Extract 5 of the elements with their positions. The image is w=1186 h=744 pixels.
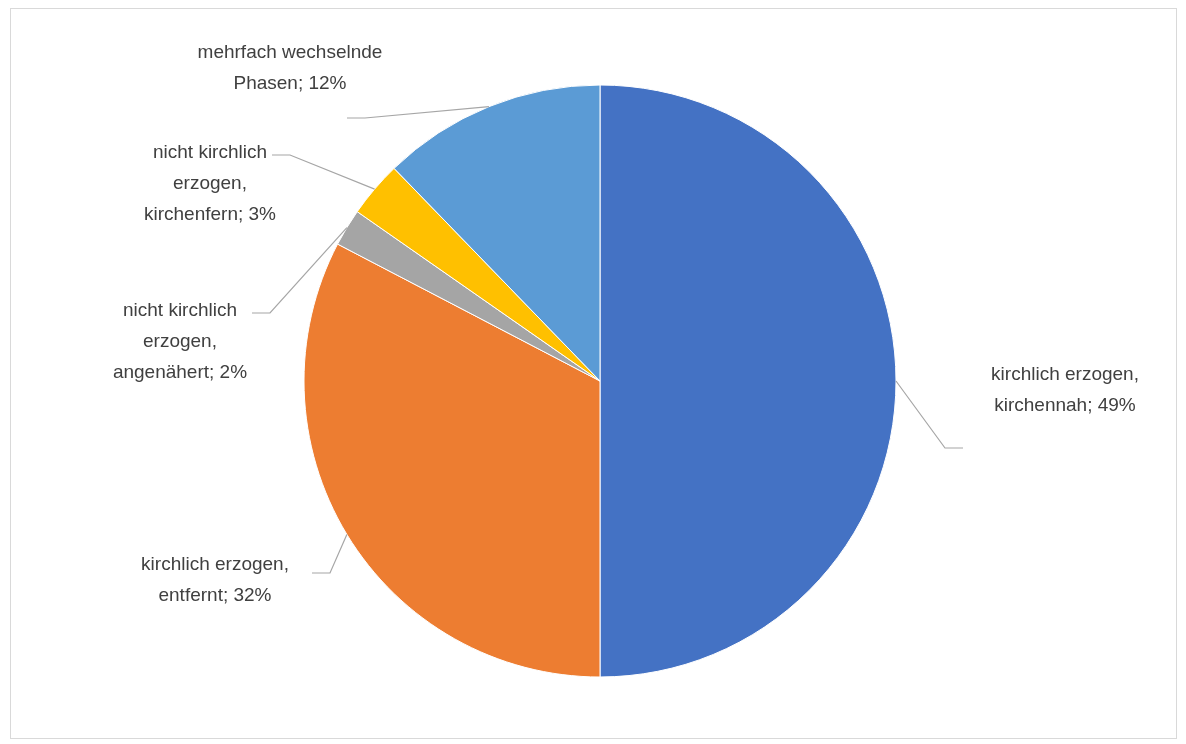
slice-label: kirchlich erzogen, kirchennah; 49% [991, 363, 1139, 415]
slice-label: nicht kirchlich erzogen, kirchenfern; 3% [143, 141, 277, 224]
slice-label: nicht kirchlich erzogen, angenähert; 2% [112, 299, 248, 382]
slice-label: mehrfach wechselnde Phasen; 12% [197, 41, 383, 93]
slice-label: kirchlich erzogen, entfernt; 32% [141, 553, 289, 605]
